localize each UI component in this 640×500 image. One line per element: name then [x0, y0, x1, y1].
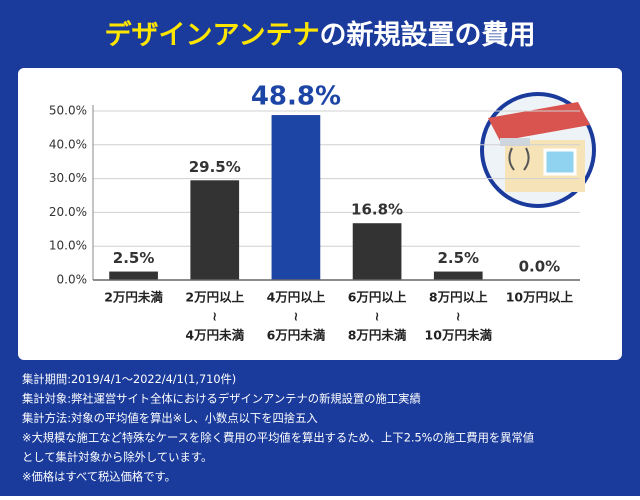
footnote: 集計方法:対象の平均値を算出※し、小数点以下を四捨五入 — [22, 411, 318, 425]
x-tick-label: 2万円未満 — [104, 290, 163, 305]
title-highlight: デザインアンテナ — [105, 19, 320, 51]
value-label: 16.8% — [351, 201, 403, 219]
x-tick-label: ≀ — [456, 309, 461, 324]
bar — [190, 180, 240, 280]
value-label: 48.8% — [251, 82, 341, 112]
y-tick-label: 10.0% — [49, 239, 87, 253]
y-tick-label: 50.0% — [49, 104, 87, 118]
x-tick-label: ≀ — [294, 309, 299, 324]
x-tick-label: 8万円未満 — [348, 328, 407, 343]
x-tick-label: 6万円以上 — [348, 290, 407, 305]
x-tick-label: 2万円以上 — [185, 290, 244, 305]
footnote: ※大規模な施工など特殊なケースを除く費用の平均値を算出するため、上下2.5%の施… — [22, 431, 534, 445]
footnote: ※価格はすべて税込価格です。 — [22, 470, 176, 484]
value-label: 0.0% — [519, 258, 561, 276]
value-label: 2.5% — [437, 249, 479, 267]
chart-title: デザインアンテナの新規設置の費用 — [105, 19, 536, 51]
title-rest: の新規設置の費用 — [319, 19, 535, 51]
y-tick-label: 0.0% — [57, 273, 88, 287]
bar — [433, 271, 483, 280]
bar — [271, 115, 321, 280]
x-tick-label: ≀ — [212, 309, 217, 324]
value-label: 29.5% — [189, 158, 241, 176]
footnote: 集計対象:弊社運営サイト全体におけるデザインアンテナの新規設置の施工実績 — [22, 392, 421, 406]
x-tick-label: 4万円未満 — [185, 328, 244, 343]
y-tick-label: 40.0% — [49, 137, 87, 151]
x-tick-label: 10万円未満 — [425, 328, 493, 343]
x-tick-label: ≀ — [375, 309, 380, 324]
footnote: として集計対象から除外しています。 — [22, 450, 212, 464]
footnote: 集計期間:2019/4/1〜2022/4/1(1,710件) — [22, 372, 236, 386]
value-label: 2.5% — [113, 249, 155, 267]
x-tick-label: 8万円以上 — [429, 290, 488, 305]
bar — [352, 223, 402, 280]
x-tick-label: 10万円以上 — [506, 290, 574, 305]
x-tick-label: 6万円未満 — [267, 328, 326, 343]
x-tick-label: 4万円以上 — [267, 290, 326, 305]
house-illustration — [480, 92, 596, 208]
bar — [109, 271, 158, 280]
y-tick-label: 30.0% — [49, 171, 87, 185]
y-tick-label: 20.0% — [49, 205, 87, 219]
